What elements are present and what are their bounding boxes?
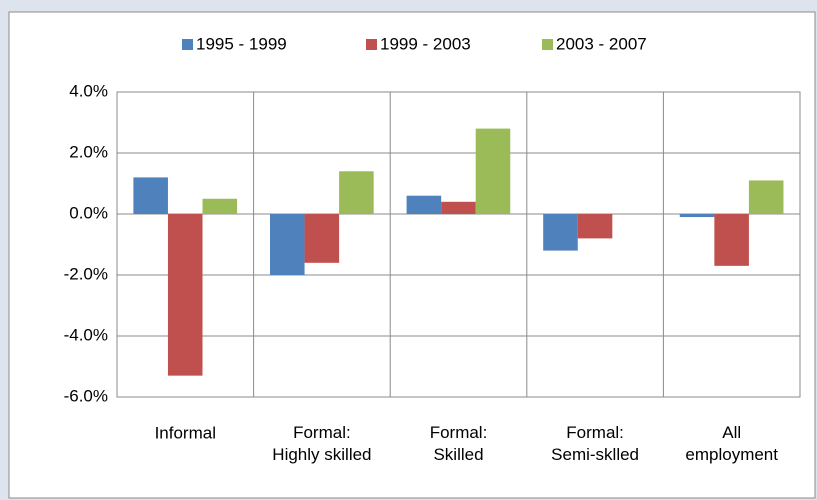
y-tick-label: -4.0% bbox=[64, 325, 108, 344]
bar bbox=[202, 198, 238, 214]
bar bbox=[543, 214, 578, 251]
bar bbox=[406, 195, 442, 214]
legend-swatch bbox=[182, 39, 193, 50]
bar bbox=[679, 214, 715, 218]
legend-label: 1999 - 2003 bbox=[380, 34, 471, 53]
x-tick-label: Formal: Highly skilled bbox=[272, 423, 371, 464]
legend-swatch bbox=[366, 39, 377, 50]
bar bbox=[167, 214, 203, 376]
bar bbox=[441, 201, 476, 214]
x-tick-label: Formal: Semi-sklled bbox=[551, 423, 639, 464]
y-tick-label: 0.0% bbox=[69, 203, 108, 222]
bar bbox=[269, 214, 305, 275]
x-tick-label: Formal: Skilled bbox=[430, 423, 488, 464]
bar bbox=[339, 171, 374, 214]
y-tick-label: 4.0% bbox=[69, 81, 108, 100]
legend-label: 2003 - 2007 bbox=[556, 34, 647, 53]
bar bbox=[304, 214, 340, 263]
legend-label: 1995 - 1999 bbox=[196, 34, 287, 53]
bar bbox=[714, 214, 749, 266]
y-tick-label: 2.0% bbox=[69, 142, 108, 161]
x-tick-label: All employment bbox=[685, 423, 778, 464]
y-tick-label: -6.0% bbox=[64, 386, 108, 405]
bar bbox=[748, 180, 784, 214]
bar bbox=[475, 128, 511, 214]
chart-frame bbox=[8, 11, 816, 499]
legend-swatch bbox=[542, 39, 553, 50]
y-tick-label: -2.0% bbox=[64, 264, 108, 283]
bar bbox=[133, 177, 168, 214]
bar bbox=[577, 214, 613, 239]
x-tick-label: Informal bbox=[155, 423, 216, 442]
